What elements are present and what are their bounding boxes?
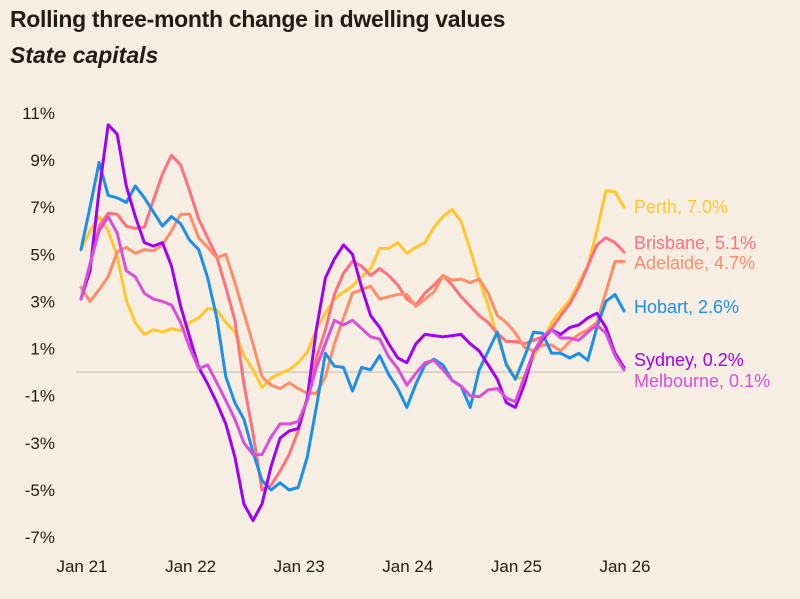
y-tick-label: 11% [22, 104, 55, 123]
series-line-hobart [79, 161, 626, 492]
y-tick-label: -3% [25, 434, 55, 453]
y-tick-label: 7% [30, 198, 55, 217]
x-tick-label: Jan 24 [382, 557, 433, 576]
x-tick-label: Jan 26 [599, 557, 650, 576]
series-label-melbourne: Melbourne, 0.1% [634, 371, 770, 391]
series-line-perth [79, 189, 626, 389]
series-label-adelaide: Adelaide, 4.7% [634, 253, 755, 273]
series-label-brisbane: Brisbane, 5.1% [634, 233, 756, 253]
y-tick-label: -7% [25, 528, 55, 547]
series-label-perth: Perth, 7.0% [634, 197, 728, 217]
y-tick-label: 1% [30, 340, 55, 359]
y-tick-label: 3% [30, 292, 55, 311]
x-tick-label: Jan 23 [274, 557, 325, 576]
y-tick-label: 9% [30, 151, 55, 170]
chart-subtitle: State capitals [10, 42, 159, 68]
y-tick-label: -5% [25, 481, 55, 500]
series-line-sydney [79, 123, 626, 522]
x-tick-label: Jan 22 [165, 557, 216, 576]
series-line-brisbane [79, 153, 626, 492]
x-tick-label: Jan 21 [56, 557, 107, 576]
x-tick-label: Jan 25 [491, 557, 542, 576]
series-label-sydney: Sydney, 0.2% [634, 350, 744, 370]
y-tick-label: -1% [25, 387, 55, 406]
y-tick-label: 5% [30, 245, 55, 264]
series-line-melbourne [79, 215, 626, 457]
series-label-hobart: Hobart, 2.6% [634, 297, 739, 317]
chart-title: Rolling three-month change in dwelling v… [10, 6, 506, 32]
